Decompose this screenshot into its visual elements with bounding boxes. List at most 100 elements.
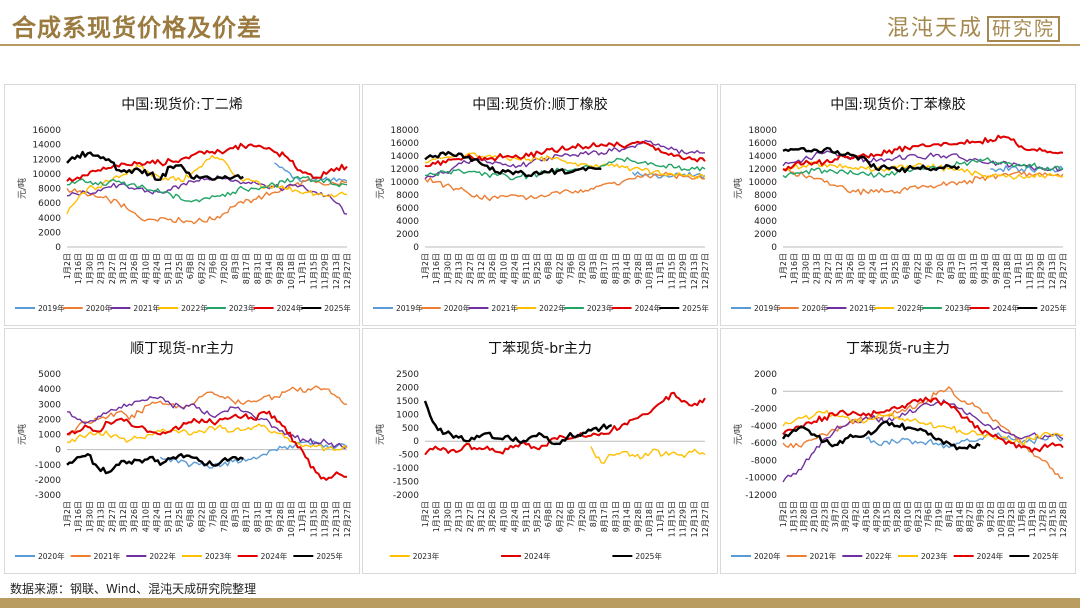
y-tick-label: -2000 bbox=[393, 491, 419, 501]
y-tick-label: 16000 bbox=[748, 139, 777, 149]
y-tick-label: 8000 bbox=[754, 191, 777, 201]
x-tick-label: 12月13日 bbox=[690, 501, 699, 537]
x-tick-label: 11月15日 bbox=[667, 253, 676, 289]
y-tick-label: 14000 bbox=[32, 141, 61, 151]
y-tick-label: 500 bbox=[402, 424, 419, 434]
x-tick-label: 3月26日 bbox=[130, 253, 139, 284]
x-tick-label: 9月14日 bbox=[981, 253, 990, 284]
x-tick-label: 1月30日 bbox=[801, 253, 810, 284]
series-line-2025年 bbox=[66, 453, 244, 475]
y-tick-label: 4000 bbox=[754, 217, 777, 227]
x-tick-label: 3月26日 bbox=[488, 501, 497, 532]
legend-label: 2023年 bbox=[229, 303, 256, 313]
y-tick-label: 14000 bbox=[390, 152, 419, 162]
y-tick-label: -2000 bbox=[751, 405, 777, 415]
x-tick-label: 2月13日 bbox=[97, 501, 106, 532]
x-tick-label: 10月10日 bbox=[997, 501, 1006, 537]
x-tick-label: 7月6日 bbox=[567, 501, 576, 527]
legend-label: 2019年 bbox=[396, 303, 423, 313]
x-tick-label: 5月11日 bbox=[522, 253, 531, 284]
y-tick-label: 18000 bbox=[748, 126, 777, 136]
x-tick-label: 10月18日 bbox=[645, 253, 654, 289]
x-tick-label: 5月11日 bbox=[880, 253, 889, 284]
series-line-2020年 bbox=[424, 171, 706, 202]
y-axis-label: 元/吨 bbox=[732, 178, 744, 199]
y-tick-label: 16000 bbox=[32, 126, 61, 136]
y-axis-label: 元/吨 bbox=[374, 424, 386, 445]
brand-logo-box: 研究院 bbox=[986, 16, 1060, 42]
y-tick-label: 2000 bbox=[396, 230, 419, 240]
x-tick-label: 8月1日 bbox=[945, 501, 954, 527]
legend-label: 2021年 bbox=[133, 303, 160, 313]
y-tick-label: 4000 bbox=[396, 217, 419, 227]
x-tick-label: 2月27日 bbox=[108, 501, 117, 532]
y-tick-label: 6000 bbox=[396, 204, 419, 214]
x-tick-label: 5月11日 bbox=[522, 501, 531, 532]
x-tick-label: 6月8日 bbox=[544, 253, 553, 279]
x-tick-label: 4月24日 bbox=[511, 253, 520, 284]
x-tick-label: 1月2日 bbox=[63, 501, 72, 527]
x-tick-label: 3月12日 bbox=[835, 253, 844, 284]
series-line-2024年 bbox=[782, 134, 1064, 172]
y-tick-label: 6000 bbox=[38, 199, 61, 209]
x-tick-label: 11月29日 bbox=[1037, 253, 1046, 289]
legend-label: 2019年 bbox=[754, 303, 781, 313]
x-tick-label: 9月22日 bbox=[986, 501, 995, 532]
x-tick-label: 12月27日 bbox=[1059, 253, 1068, 289]
x-tick-label: 4月10日 bbox=[141, 501, 150, 532]
y-tick-label: -10000 bbox=[745, 474, 777, 484]
series-line-2023年 bbox=[782, 157, 1064, 179]
x-tick-label: 8月3日 bbox=[589, 501, 598, 527]
x-tick-label: 7月6日 bbox=[567, 253, 576, 279]
x-tick-label: 5月25日 bbox=[175, 501, 184, 532]
legend-label: 2025年 bbox=[635, 551, 662, 561]
chart-title: 丁苯现货-ru主力 bbox=[846, 340, 950, 357]
x-tick-label: 10月18日 bbox=[287, 501, 296, 537]
y-tick-label: 8000 bbox=[38, 185, 61, 195]
x-tick-label: 4月24日 bbox=[153, 501, 162, 532]
x-tick-label: 11月1日 bbox=[656, 253, 665, 284]
series-line-2025年 bbox=[66, 150, 244, 181]
page-title: 合成系现货价格及价差 bbox=[12, 13, 262, 42]
x-tick-label: 8月14日 bbox=[955, 501, 964, 532]
x-tick-label: 1月2日 bbox=[421, 501, 430, 527]
series-line-2025年 bbox=[781, 420, 981, 451]
legend-label: 2022年 bbox=[865, 551, 892, 561]
legend-label: 2022年 bbox=[897, 303, 924, 313]
x-tick-label: 8月17日 bbox=[600, 501, 609, 532]
x-tick-label: 12月2日 bbox=[1038, 501, 1047, 532]
x-tick-label: 12月27日 bbox=[701, 253, 710, 289]
x-tick-label: 5月25日 bbox=[891, 253, 900, 284]
series-line-2020年 bbox=[782, 168, 1064, 196]
series-line-2024年 bbox=[66, 410, 348, 481]
y-axis-label: 元/吨 bbox=[732, 424, 744, 445]
x-tick-label: 8月3日 bbox=[231, 501, 240, 527]
x-tick-label: 10月23日 bbox=[1007, 501, 1016, 537]
x-tick-label: 1月30日 bbox=[85, 253, 94, 284]
x-tick-label: 7月6日 bbox=[924, 501, 933, 527]
x-tick-label: 11月15日 bbox=[309, 253, 318, 289]
y-tick-label: 0 bbox=[413, 437, 419, 447]
x-tick-label: 6月22日 bbox=[197, 501, 206, 532]
x-tick-label: 1月30日 bbox=[443, 501, 452, 532]
legend-label: 2024年 bbox=[277, 303, 304, 313]
y-tick-label: 1500 bbox=[396, 397, 419, 407]
data-source-note: 数据来源：钢联、Wind、混沌天成研究院整理 bbox=[10, 582, 257, 596]
series-line-2021年 bbox=[782, 150, 1064, 172]
y-tick-label: 14000 bbox=[748, 152, 777, 162]
chart-title: 顺丁现货-nr主力 bbox=[130, 340, 234, 357]
x-tick-label: 12月15日 bbox=[1049, 501, 1058, 537]
x-tick-label: 12月13日 bbox=[332, 501, 341, 537]
y-tick-label: 12000 bbox=[32, 155, 61, 165]
x-tick-label: 4月10日 bbox=[499, 501, 508, 532]
x-tick-label: 3月12日 bbox=[119, 253, 128, 284]
y-tick-label: -6000 bbox=[751, 439, 777, 449]
x-tick-label: 9月14日 bbox=[623, 501, 632, 532]
x-tick-label: 6月10日 bbox=[903, 501, 912, 532]
x-tick-label: 6月22日 bbox=[555, 501, 564, 532]
x-tick-label: 8月31日 bbox=[611, 253, 620, 284]
y-tick-label: 4000 bbox=[38, 385, 61, 395]
x-tick-label: 5月25日 bbox=[175, 253, 184, 284]
x-tick-label: 4月24日 bbox=[869, 253, 878, 284]
